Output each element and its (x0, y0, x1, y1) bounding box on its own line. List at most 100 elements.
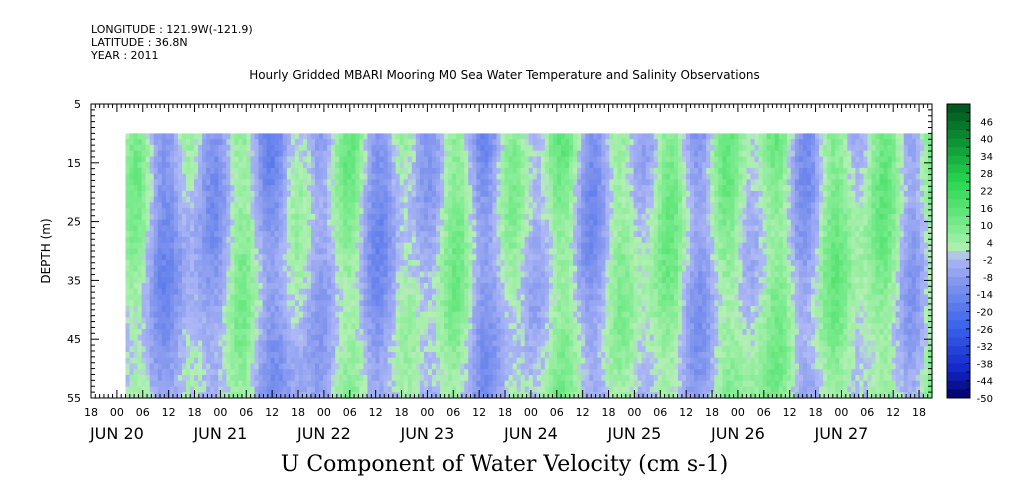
heatmap-cell (185, 277, 191, 284)
heatmap-cell (266, 380, 272, 388)
heatmap-cell (411, 363, 417, 370)
heatmap-cell (464, 196, 469, 204)
heatmap-cell (278, 311, 284, 319)
heatmap-cell (222, 386, 227, 393)
heatmap-cell (218, 179, 223, 186)
heatmap-cell (548, 190, 554, 198)
heatmap-cell (274, 242, 280, 250)
heatmap-cell (544, 150, 550, 158)
heatmap-cell (258, 225, 264, 232)
heatmap-cell (258, 386, 264, 393)
heatmap-cell (516, 213, 522, 221)
heatmap-cell (294, 242, 300, 250)
heatmap-cell (407, 277, 413, 284)
heatmap-cell (395, 277, 401, 284)
heatmap-cell (355, 248, 360, 255)
heatmap-cell (141, 323, 147, 330)
heatmap-cell (234, 259, 240, 267)
heatmap-cell (472, 236, 477, 244)
heatmap-cell (472, 254, 477, 261)
heatmap-cell (536, 374, 542, 382)
heatmap-cell (359, 225, 365, 232)
heatmap-cell (294, 294, 300, 301)
heatmap-cell (230, 225, 235, 232)
heatmap-cell (290, 219, 296, 227)
heatmap-cell (173, 231, 179, 238)
heatmap-cell (250, 242, 256, 250)
heatmap-cell (464, 282, 469, 290)
heatmap-cell (198, 294, 203, 301)
heatmap-cell (480, 196, 485, 204)
heatmap-cell (262, 242, 268, 250)
heatmap-cell (311, 259, 316, 267)
heatmap-cell (262, 380, 268, 388)
heatmap-cell (488, 277, 494, 284)
heatmap-cell (472, 213, 477, 221)
heatmap-cell (282, 133, 288, 140)
heatmap-cell (145, 259, 151, 267)
heatmap-cell (375, 225, 381, 232)
heatmap-cell (274, 179, 280, 186)
heatmap-cell (202, 167, 207, 175)
heatmap-cell (444, 317, 449, 324)
heatmap-cell (226, 242, 231, 250)
heatmap-cell (133, 173, 139, 181)
heatmap-cell (125, 288, 131, 296)
heatmap-cell (226, 305, 231, 313)
heatmap-cell (315, 265, 320, 273)
heatmap-cell (456, 156, 461, 163)
heatmap-cell (230, 133, 235, 140)
heatmap-cell (319, 294, 324, 301)
heatmap-cell (258, 311, 264, 319)
heatmap-cell (520, 288, 526, 296)
heatmap-cell (165, 323, 171, 330)
heatmap-cell (468, 150, 473, 158)
heatmap-cell (153, 311, 159, 319)
heatmap-cell (145, 150, 151, 158)
heatmap-cell (238, 133, 244, 140)
heatmap-cell (512, 236, 518, 244)
heatmap-cell (347, 357, 352, 365)
heatmap-cell (185, 236, 191, 244)
heatmap-cell (536, 242, 542, 250)
heatmap-cell (274, 346, 280, 353)
heatmap-cell (202, 208, 207, 215)
heatmap-cell (198, 351, 203, 359)
heatmap-cell (411, 190, 417, 198)
heatmap-cell (480, 323, 485, 330)
heatmap-cell (306, 351, 312, 359)
heatmap-cell (161, 351, 167, 359)
heatmap-cell (315, 219, 320, 227)
heatmap-cell (444, 167, 449, 175)
heatmap-cell (391, 317, 397, 324)
heatmap-cell (524, 357, 530, 365)
heatmap-cell (407, 133, 413, 140)
heatmap-cell (391, 340, 397, 347)
heatmap-cell (181, 311, 187, 319)
heatmap-cell (254, 144, 260, 152)
heatmap-cell (399, 300, 405, 307)
heatmap-cell (387, 271, 393, 278)
heatmap-cell (347, 248, 352, 255)
heatmap-cell (214, 236, 219, 244)
heatmap-cell (246, 231, 252, 238)
heatmap-cell (444, 323, 449, 330)
heatmap-cell (222, 202, 227, 209)
heatmap-cell (185, 328, 191, 336)
heatmap-cell (508, 231, 514, 238)
heatmap-cell (254, 167, 260, 175)
heatmap-cell (206, 363, 211, 370)
heatmap-cell (254, 162, 260, 169)
heatmap-cell (218, 282, 223, 290)
heatmap-cell (528, 248, 534, 255)
heatmap-cell (419, 317, 425, 324)
heatmap-cell (161, 156, 167, 163)
heatmap-cell (448, 144, 453, 152)
heatmap-cell (496, 162, 502, 169)
heatmap-cell (520, 167, 526, 175)
heatmap-cell (125, 208, 131, 215)
heatmap-cell (528, 271, 534, 278)
heatmap-cell (351, 351, 356, 359)
heatmap-cell (448, 213, 453, 221)
heatmap-cell (371, 231, 377, 238)
